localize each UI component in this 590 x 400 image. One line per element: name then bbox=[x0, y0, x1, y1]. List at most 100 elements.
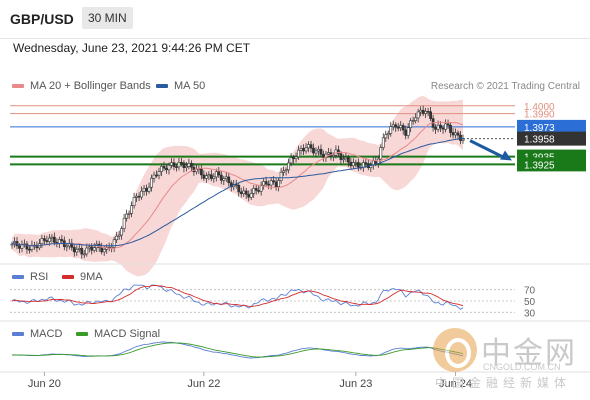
candle-body bbox=[199, 168, 203, 176]
candle-body bbox=[85, 247, 89, 255]
candle-body bbox=[160, 166, 163, 172]
candle-body bbox=[302, 147, 305, 152]
forecast-arrow-head bbox=[500, 150, 512, 161]
candle-body bbox=[451, 132, 455, 136]
candle-body bbox=[135, 195, 138, 198]
macd-signal-swatch bbox=[76, 332, 88, 336]
candle-body bbox=[449, 125, 452, 133]
candle-body bbox=[257, 190, 261, 192]
legend-macd: MACD bbox=[12, 328, 62, 340]
candle-body bbox=[87, 246, 91, 249]
candle-body bbox=[47, 237, 51, 242]
candle-body bbox=[391, 124, 395, 127]
rsi-level-label: 30 bbox=[524, 308, 536, 319]
candle-body bbox=[50, 236, 54, 239]
candle-body bbox=[60, 239, 64, 242]
candle-body bbox=[175, 166, 178, 168]
candle-body bbox=[426, 111, 430, 113]
candle-body bbox=[52, 236, 56, 243]
watermark-url: CNGOLD.COM.CN bbox=[483, 362, 561, 372]
watermark-icon bbox=[433, 328, 477, 372]
timeframe-button[interactable]: 30 MIN bbox=[82, 7, 133, 29]
candle-body bbox=[125, 213, 129, 219]
candle-body bbox=[287, 162, 290, 171]
candle-body bbox=[227, 176, 231, 184]
candle-body bbox=[137, 195, 141, 198]
candle-body bbox=[424, 111, 428, 114]
candle-body bbox=[459, 134, 462, 141]
level-label-box bbox=[517, 157, 586, 172]
watermark-logo: 中金网 CNGOLD.COM.CN 中国金融经新媒体 bbox=[433, 328, 583, 390]
chart-header: GBP/USD 30 MIN bbox=[0, 0, 590, 39]
macd-signal-line bbox=[12, 342, 464, 358]
candle-body bbox=[267, 183, 271, 186]
candle-body bbox=[282, 170, 285, 173]
candle-body bbox=[429, 111, 433, 119]
candle-body bbox=[187, 163, 191, 167]
candle-body bbox=[297, 149, 300, 158]
candle-body bbox=[351, 162, 355, 167]
rsi-level-label: 70 bbox=[524, 286, 536, 297]
candle-body bbox=[269, 180, 273, 186]
candle-body bbox=[247, 194, 251, 198]
candle-body bbox=[209, 174, 213, 179]
legend-9ma-label: 9MA bbox=[80, 271, 103, 283]
candle-body bbox=[132, 197, 136, 206]
candle-body bbox=[112, 239, 116, 248]
legend-rsi-label: RSI bbox=[30, 271, 49, 283]
candle-body bbox=[80, 248, 84, 255]
candle-body bbox=[82, 253, 86, 256]
level-label-1-3925: 1.3925 bbox=[524, 160, 555, 171]
candle-body bbox=[204, 175, 208, 179]
ma20-swatch bbox=[12, 84, 24, 88]
candle-body bbox=[224, 176, 228, 179]
legend-macd-signal-label: MACD Signal bbox=[94, 328, 161, 340]
rsi-line bbox=[11, 284, 464, 310]
candle-body bbox=[401, 125, 405, 131]
candle-body bbox=[167, 164, 171, 171]
candle-body bbox=[202, 174, 206, 179]
candle-body bbox=[140, 190, 143, 198]
candle-body bbox=[25, 243, 29, 250]
credit-label: Research © 2021 Trading Central bbox=[430, 81, 580, 92]
candle-body bbox=[284, 169, 288, 172]
legend-macd-signal: MACD Signal bbox=[76, 328, 160, 340]
candle-body bbox=[182, 162, 186, 168]
legend-ma50: MA 50 bbox=[156, 80, 205, 92]
candle-body bbox=[396, 126, 400, 129]
candle-body bbox=[389, 126, 393, 134]
candle-body bbox=[386, 133, 390, 136]
candle-body bbox=[165, 167, 168, 171]
candle-body bbox=[65, 245, 69, 248]
candle-body bbox=[180, 162, 183, 164]
candle-body bbox=[327, 152, 330, 155]
candle-body bbox=[274, 181, 278, 188]
x-tick-label: Jun 20 bbox=[28, 378, 61, 390]
candle-body bbox=[356, 162, 360, 168]
candle-body bbox=[259, 184, 263, 192]
level-label-box bbox=[517, 131, 586, 146]
candle-body bbox=[322, 154, 325, 158]
legend-ma50-label: MA 50 bbox=[174, 80, 206, 92]
level-label-box bbox=[517, 119, 586, 134]
candle-body bbox=[379, 147, 383, 160]
candle-body bbox=[264, 181, 268, 185]
candle-body bbox=[262, 181, 266, 186]
candle-body bbox=[416, 111, 420, 119]
ma50-swatch bbox=[156, 84, 168, 88]
candle-body bbox=[349, 161, 353, 167]
forecast-arrow-shaft bbox=[469, 139, 505, 159]
x-tick-label: Jun 24 bbox=[439, 378, 472, 390]
candle-body bbox=[122, 217, 126, 229]
candle-body bbox=[456, 132, 460, 136]
candle-body bbox=[207, 174, 211, 177]
candle-body bbox=[92, 247, 96, 251]
candle-body bbox=[381, 137, 385, 148]
candle-body bbox=[419, 109, 423, 113]
candle-body bbox=[115, 235, 119, 241]
moving-averages bbox=[11, 121, 512, 250]
candle-body bbox=[319, 148, 323, 155]
candle-body bbox=[10, 243, 14, 246]
